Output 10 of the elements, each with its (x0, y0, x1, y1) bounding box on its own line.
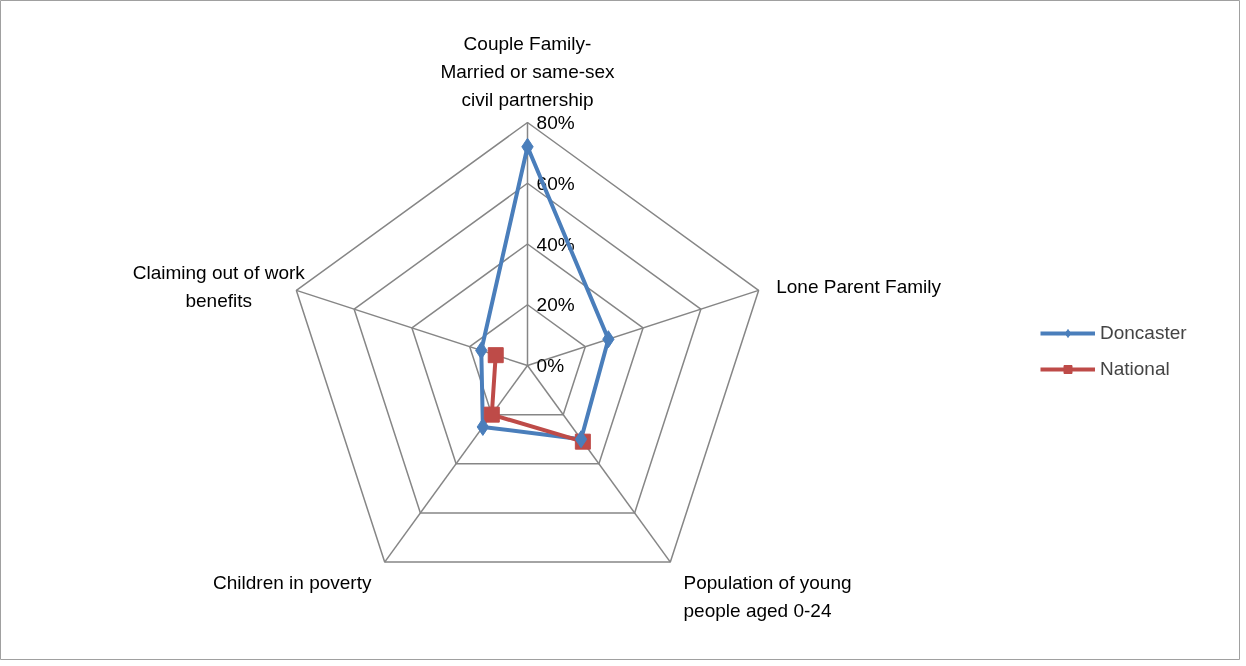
legend-label: Doncaster (1100, 322, 1187, 344)
legend-label: National (1100, 358, 1170, 380)
y-tick-label: 20% (536, 294, 575, 316)
spoke-label: Population of young people aged 0-24 (683, 571, 852, 622)
spoke-label: Lone Parent Family (776, 276, 942, 298)
y-tick-label: 80% (536, 112, 575, 133)
spoke-label: Children in poverty (213, 571, 372, 593)
y-tick-label: 0% (536, 355, 565, 376)
spoke-label: Couple Family- Married or same-sex civil partnership (440, 32, 616, 111)
spoke-label: Claiming out of work benefits (132, 261, 306, 312)
